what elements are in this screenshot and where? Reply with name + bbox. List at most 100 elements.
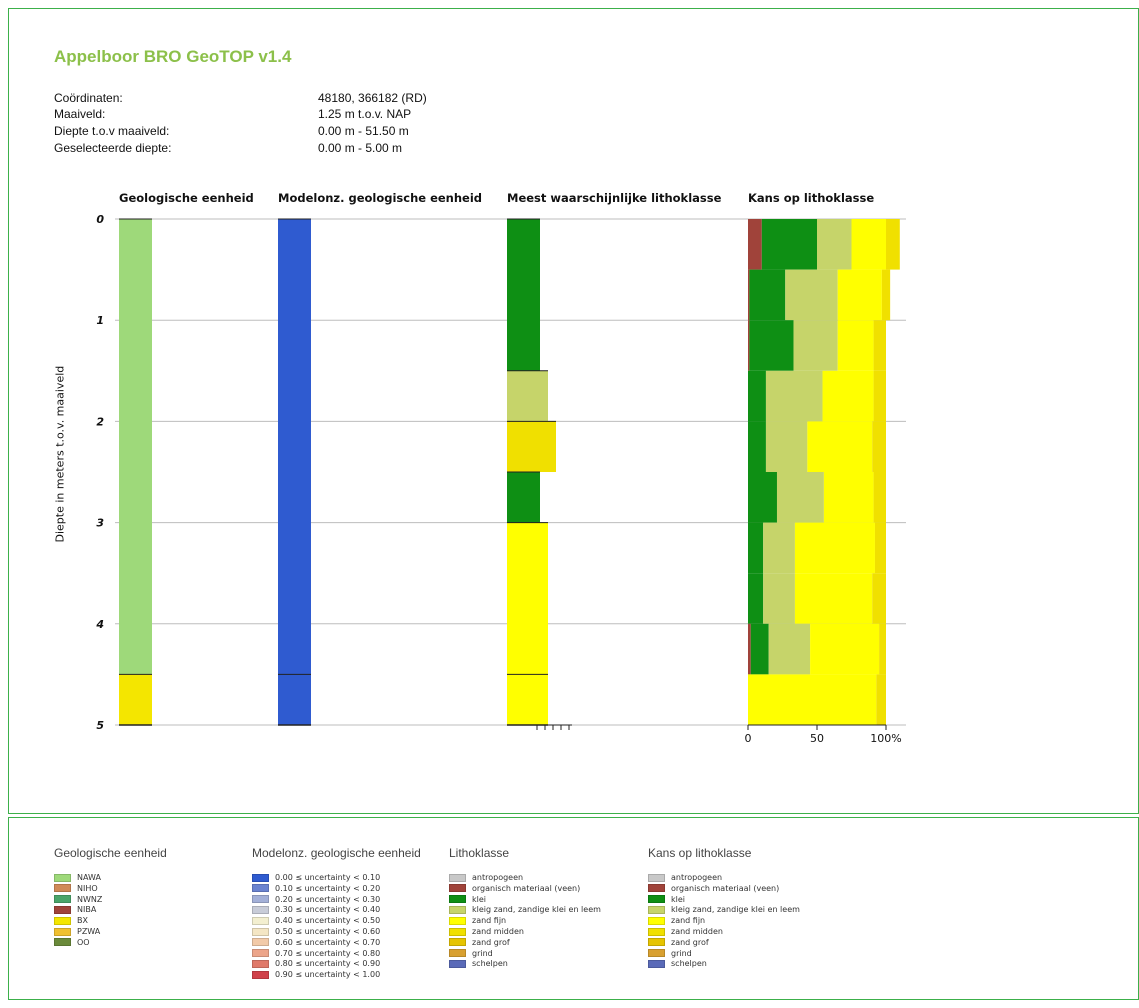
legend-item-geologische: NAWA xyxy=(54,873,101,883)
legend-item-lithoklasse: antropogeen xyxy=(449,873,523,883)
y-tick-label: 2 xyxy=(96,415,104,428)
legend-swatch xyxy=(252,938,269,947)
info-label-coordinates: Coördinaten: xyxy=(54,91,123,105)
legend-item-geologische: PZWA xyxy=(54,927,100,937)
column-segment xyxy=(278,674,311,725)
probability-segment xyxy=(793,320,838,371)
column-title-meest-waarschijnlijke: Meest waarschijnlijke lithoklasse xyxy=(507,191,722,205)
info-label-selected-depth: Geselecteerde diepte: xyxy=(54,141,172,155)
y-tick-label: 1 xyxy=(96,314,104,327)
legend-item-lithoklasse: organisch materiaal (veen) xyxy=(449,884,580,894)
column-segment xyxy=(507,522,548,675)
legend-title-modelonz: Modelonz. geologische eenheid xyxy=(252,846,421,860)
legend-label: klei xyxy=(671,894,685,904)
legend-label: NWNZ xyxy=(77,894,103,904)
probability-segment xyxy=(748,522,764,574)
legend-item-kans: kleig zand, zandige klei en leem xyxy=(648,905,800,915)
probability-segment xyxy=(763,522,795,574)
legend-item-geologische: OO xyxy=(54,938,90,948)
legend-swatch xyxy=(54,916,71,925)
legend-title-kans: Kans op lithoklasse xyxy=(648,846,752,860)
legend-swatch xyxy=(449,905,466,914)
legend-swatch xyxy=(252,949,269,958)
profile-panel xyxy=(8,8,1139,814)
legend-item-modelonz: 0.30 ≤ uncertainty < 0.40 xyxy=(252,905,380,915)
legend-swatch xyxy=(252,916,269,925)
legend-swatch xyxy=(449,873,466,882)
legend-item-modelonz: 0.00 ≤ uncertainty < 0.10 xyxy=(252,873,380,883)
legend-swatch xyxy=(449,895,466,904)
legend-label: 0.60 ≤ uncertainty < 0.70 xyxy=(275,937,381,947)
column-title-geologische-eenheid: Geologische eenheid xyxy=(119,191,254,205)
legend-item-modelonz: 0.10 ≤ uncertainty < 0.20 xyxy=(252,884,380,894)
probability-segment xyxy=(761,219,817,270)
legend-label: 0.20 ≤ uncertainty < 0.30 xyxy=(275,894,381,904)
info-value-coordinates: 48180, 366182 (RD) xyxy=(318,91,427,105)
legend-label: 0.70 ≤ uncertainty < 0.80 xyxy=(275,948,381,958)
legend-label: NAWA xyxy=(77,873,101,882)
legend-item-kans: zand grof xyxy=(648,938,709,948)
probability-segment xyxy=(794,573,873,624)
legend-label: grind xyxy=(472,948,493,958)
legend-label: kleig zand, zandige klei en leem xyxy=(671,905,800,915)
legend-swatch xyxy=(648,949,665,958)
info-value-maaiveld: 1.25 m t.o.v. NAP xyxy=(318,107,412,121)
legend-swatch xyxy=(449,938,466,947)
page-title: Appelboor BRO GeoTOP v1.4 xyxy=(54,47,292,66)
probability-segment xyxy=(776,472,824,523)
probability-segment xyxy=(748,573,764,624)
probability-segment xyxy=(876,674,886,725)
probability-segment xyxy=(748,370,766,422)
column-segment xyxy=(507,219,540,371)
legend-label: organisch materiaal (veen) xyxy=(472,883,581,893)
legend-label: antropogeen xyxy=(472,873,524,882)
legend-swatch xyxy=(648,938,665,947)
legend-swatch xyxy=(648,873,665,882)
legend-swatch xyxy=(54,905,71,914)
legend-label: 0.90 ≤ uncertainty < 1.00 xyxy=(275,970,381,980)
legend-label: schelpen xyxy=(472,959,508,969)
legend-item-modelonz: 0.60 ≤ uncertainty < 0.70 xyxy=(252,938,380,948)
column-title-kans: Kans op lithoklasse xyxy=(748,191,875,205)
legend-label: 0.80 ≤ uncertainty < 0.90 xyxy=(275,959,381,969)
legend-swatch xyxy=(648,927,665,936)
legend-label: NIBA xyxy=(77,905,97,915)
legend-label: OO xyxy=(77,937,90,947)
legend-item-geologische: NIBA xyxy=(54,905,96,915)
legend-label: zand grof xyxy=(472,937,510,947)
legend-swatch xyxy=(252,959,269,968)
legend-label: 0.50 ≤ uncertainty < 0.60 xyxy=(275,927,381,936)
legend-swatch xyxy=(449,884,466,893)
column-segment xyxy=(507,674,548,725)
legend-label: klei xyxy=(472,894,486,904)
probability-segment xyxy=(765,421,808,472)
probability-segment xyxy=(749,320,794,371)
legend-swatch xyxy=(648,959,665,968)
column-segment xyxy=(119,219,152,675)
legend-item-lithoklasse: zand grof xyxy=(449,938,510,948)
legend-swatch xyxy=(648,895,665,904)
legend-item-modelonz: 0.80 ≤ uncertainty < 0.90 xyxy=(252,959,380,969)
legend-item-lithoklasse: zand fijn xyxy=(449,916,506,926)
probability-segment xyxy=(748,269,750,321)
column-title-modelonz: Modelonz. geologische eenheid xyxy=(278,191,483,205)
probability-segment xyxy=(785,269,838,321)
probability-segment xyxy=(873,472,886,523)
kans-x-tick-label: 100% xyxy=(870,732,901,745)
legend-item-lithoklasse: schelpen xyxy=(449,959,508,969)
legend-swatch xyxy=(54,884,71,893)
probability-segment xyxy=(851,219,886,270)
legend-item-lithoklasse: zand midden xyxy=(449,927,524,937)
legend-label: kleig zand, zandige klei en leem xyxy=(472,905,601,915)
probability-segment xyxy=(748,623,751,675)
legend-item-kans: grind xyxy=(648,949,692,959)
probability-segment xyxy=(763,573,795,624)
legend-label: zand midden xyxy=(671,927,723,936)
legend-item-lithoklasse: klei xyxy=(449,895,486,905)
probability-segment xyxy=(872,421,886,472)
info-value-diepte: 0.00 m - 51.50 m xyxy=(318,124,409,138)
legend-item-kans: antropogeen xyxy=(648,873,722,883)
probability-segment xyxy=(765,370,823,422)
legend-label: PZWA xyxy=(77,927,101,936)
legend-item-modelonz: 0.70 ≤ uncertainty < 0.80 xyxy=(252,949,380,959)
